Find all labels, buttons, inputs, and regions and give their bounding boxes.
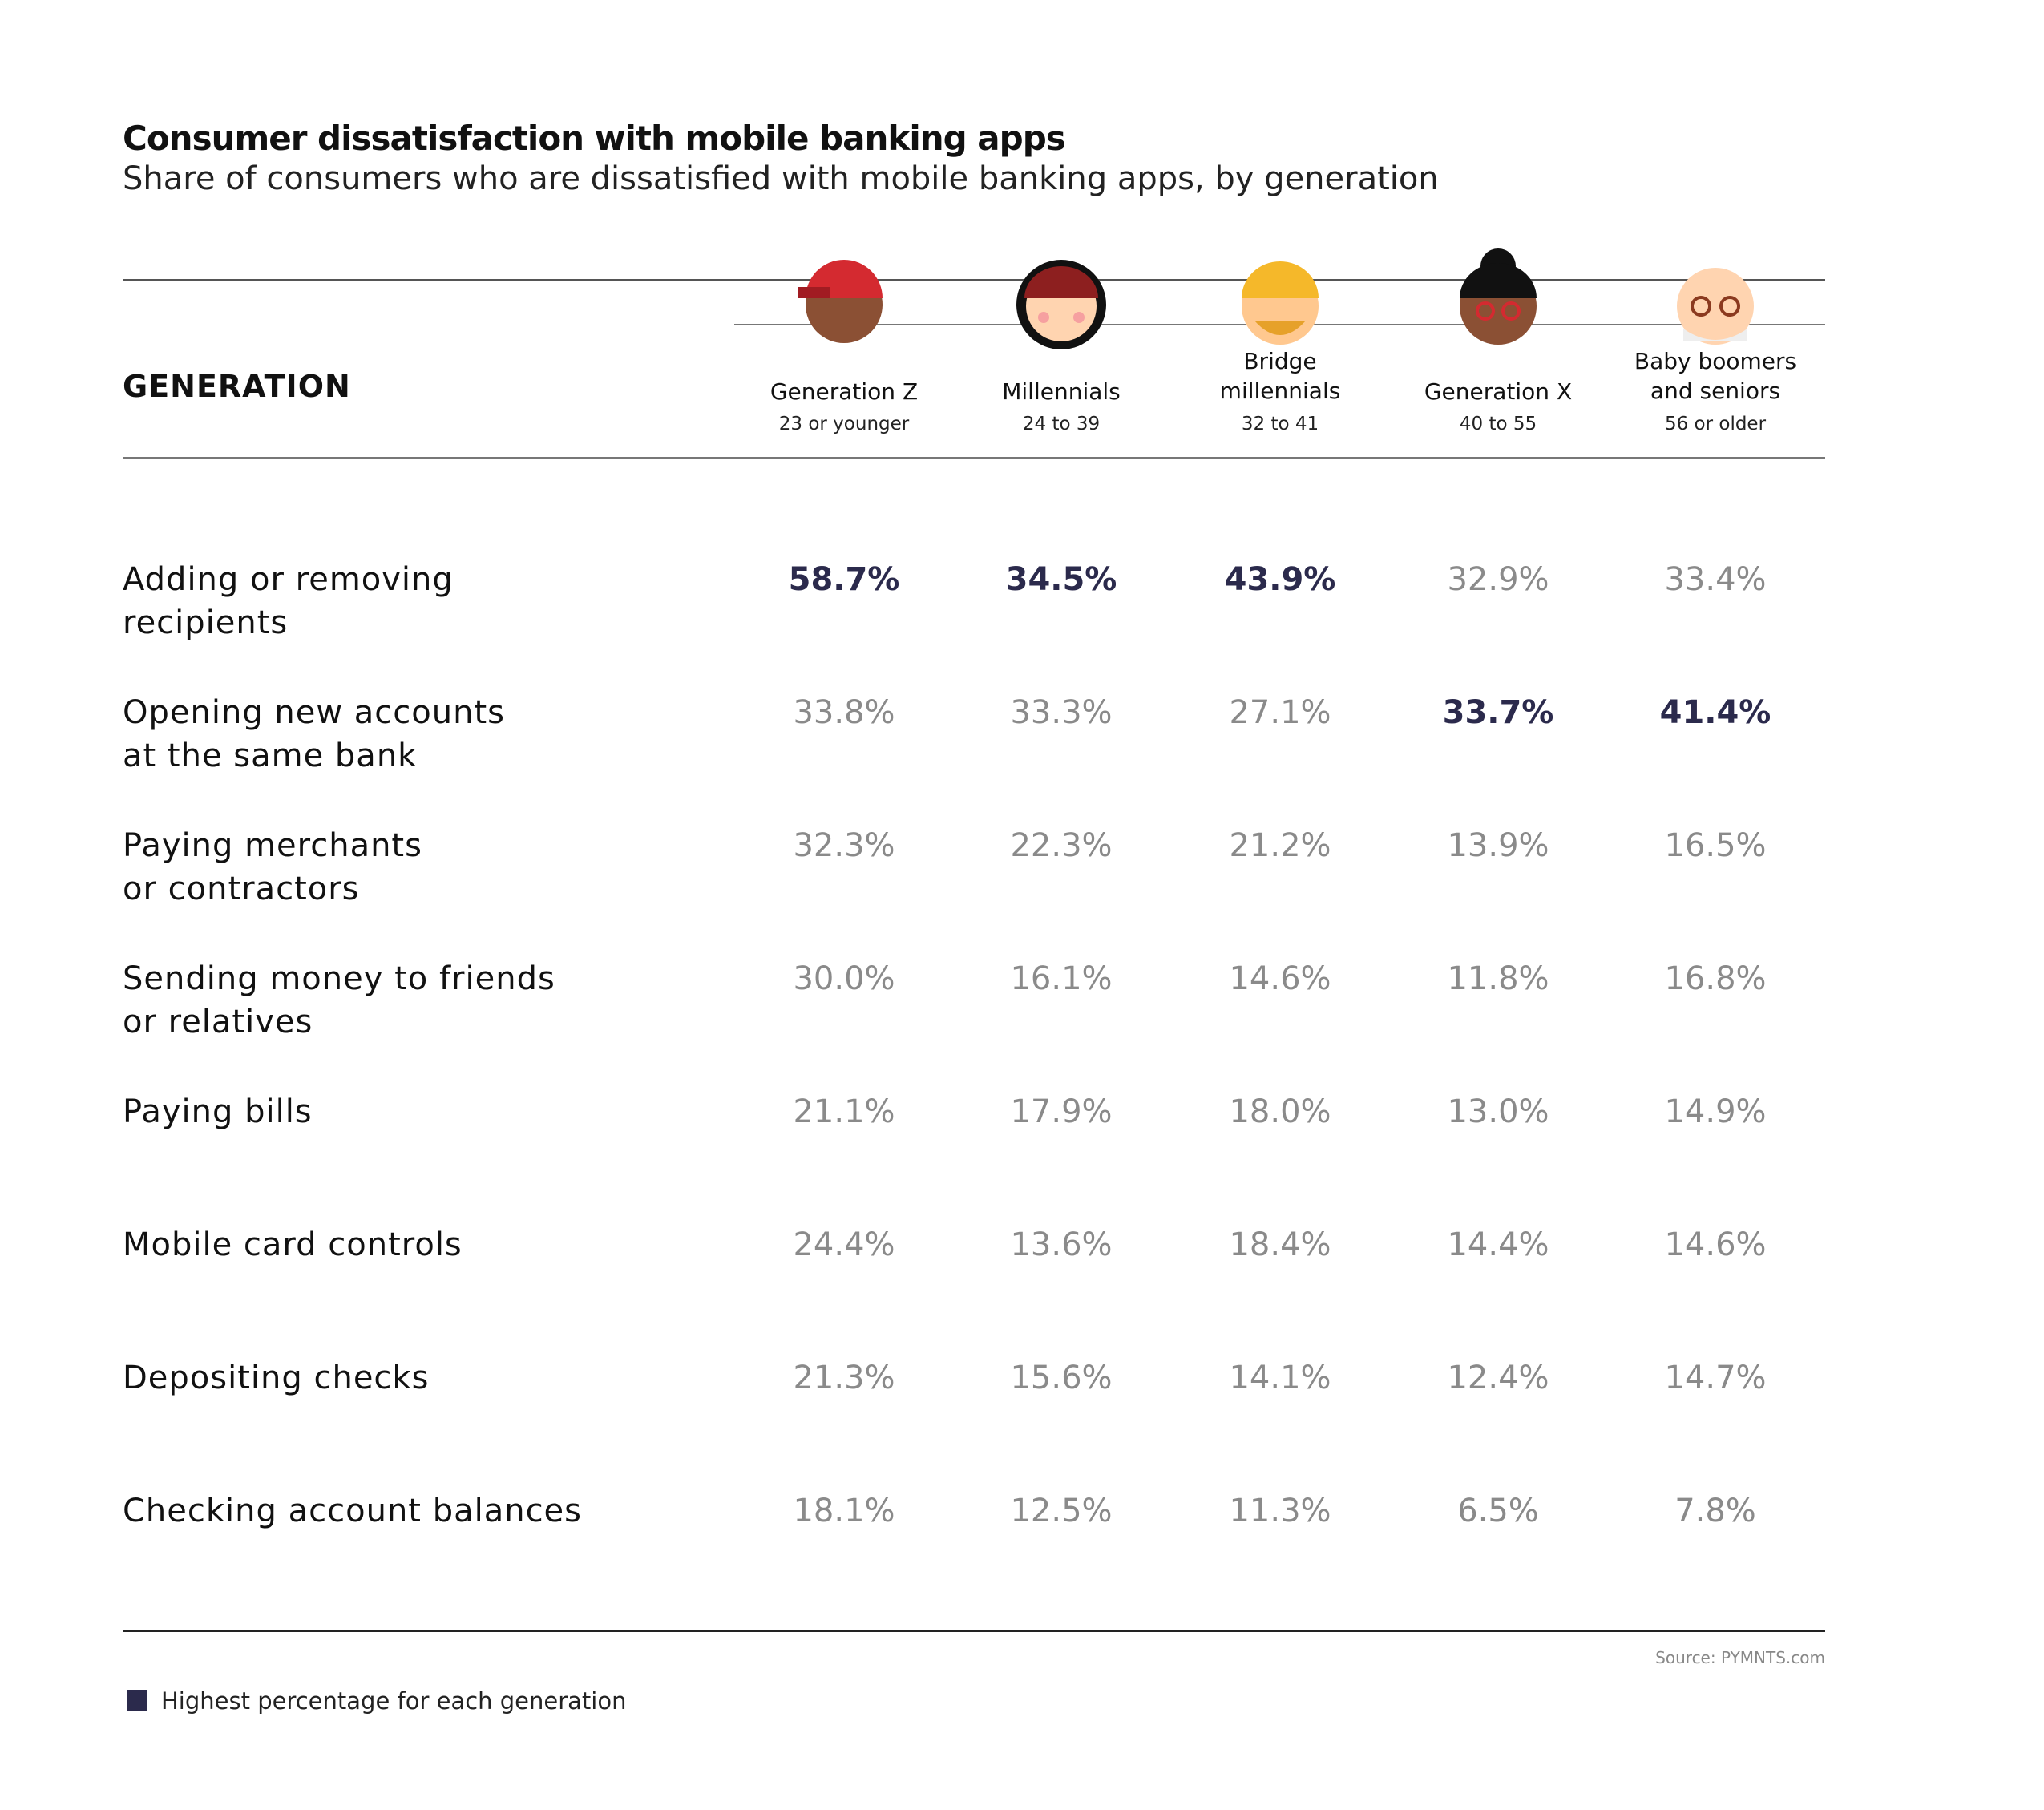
cell-value: 13.0% [1447, 1093, 1549, 1130]
cell-value: 7.8% [1674, 1493, 1756, 1529]
cell-value: 14.1% [1229, 1360, 1331, 1396]
cell-value: 18.4% [1229, 1226, 1331, 1263]
cell-value: 15.6% [1010, 1360, 1113, 1396]
row-label: Paying bills [123, 1093, 313, 1130]
row-label: Adding or removing recipients [123, 561, 454, 641]
avatar [1016, 260, 1106, 349]
cell-value: 33.4% [1664, 561, 1767, 598]
rule [123, 279, 1825, 281]
avatars [798, 248, 1754, 349]
column-age: 24 to 39 [1022, 414, 1101, 434]
cell-value: 14.9% [1664, 1093, 1767, 1130]
avatar [1460, 248, 1537, 345]
avatar [1242, 261, 1319, 345]
cell-value: 11.3% [1229, 1493, 1331, 1529]
cell-value: 58.7% [788, 561, 900, 598]
cell-value: 12.4% [1447, 1360, 1549, 1396]
row-label: Paying merchants or contractors [123, 827, 422, 907]
cell-value: 17.9% [1010, 1093, 1113, 1130]
column-name: Generation X [1424, 378, 1573, 405]
cell-value: 18.1% [793, 1493, 895, 1529]
cell-value: 30.0% [793, 960, 895, 997]
cell-value: 43.9% [1224, 561, 1336, 598]
row-label: Depositing checks [123, 1360, 430, 1396]
column-name: Baby boomers and seniors [1634, 348, 1797, 404]
cell-value: 6.5% [1457, 1493, 1539, 1529]
cell-value: 14.6% [1664, 1226, 1767, 1263]
column-name: Millennials [1002, 378, 1121, 405]
cell-value: 21.3% [793, 1360, 895, 1396]
legend-swatch [127, 1690, 147, 1711]
column-age: 23 or younger [778, 414, 910, 434]
cell-value: 33.7% [1442, 694, 1554, 731]
legend-label: Highest percentage for each generation [161, 1687, 627, 1715]
title: Consumer dissatisfaction with mobile ban… [123, 119, 1066, 158]
cell-value: 11.8% [1447, 960, 1549, 997]
cell-value: 24.4% [793, 1226, 895, 1263]
cell-value: 16.5% [1664, 827, 1767, 864]
cell-value: 32.3% [793, 827, 895, 864]
cell-value: 18.0% [1229, 1093, 1331, 1130]
cell-value: 14.6% [1229, 960, 1331, 997]
cell-value: 22.3% [1010, 827, 1113, 864]
column-age: 56 or older [1664, 414, 1767, 434]
column-age: 40 to 55 [1459, 414, 1537, 434]
cell-value: 21.2% [1229, 827, 1331, 864]
cell-value: 16.8% [1664, 960, 1767, 997]
column-name: Generation Z [770, 378, 919, 405]
row-label: Mobile card controls [123, 1226, 463, 1263]
cell-value: 21.1% [793, 1093, 895, 1130]
rule [123, 1630, 1825, 1632]
row-label: Checking account balances [123, 1493, 583, 1529]
rule [123, 457, 1825, 459]
cell-value: 33.3% [1010, 694, 1113, 731]
cell-value: 14.7% [1664, 1360, 1767, 1396]
cell-value: 12.5% [1010, 1493, 1113, 1529]
column-age: 32 to 41 [1241, 414, 1319, 434]
cell-value: 16.1% [1010, 960, 1113, 997]
source: Source: PYMNTS.com [1655, 1648, 1825, 1667]
cell-value: 32.9% [1447, 561, 1549, 598]
subtitle: Share of consumers who are dissatisfied … [123, 160, 1439, 197]
row-label: Opening new accounts at the same bank [123, 694, 505, 774]
cell-value: 14.4% [1447, 1226, 1549, 1263]
row-header: GENERATION [123, 369, 351, 404]
avatar [798, 260, 883, 343]
cell-value: 13.6% [1010, 1226, 1113, 1263]
cell-value: 13.9% [1447, 827, 1549, 864]
cell-value: 33.8% [793, 694, 895, 731]
cell-value: 34.5% [1005, 561, 1117, 598]
cell-value: 41.4% [1659, 694, 1771, 731]
column-name: Bridge millennials [1219, 348, 1341, 404]
avatar [1677, 268, 1754, 345]
row-label: Sending money to friends or relatives [123, 960, 555, 1040]
cell-value: 27.1% [1229, 694, 1331, 731]
